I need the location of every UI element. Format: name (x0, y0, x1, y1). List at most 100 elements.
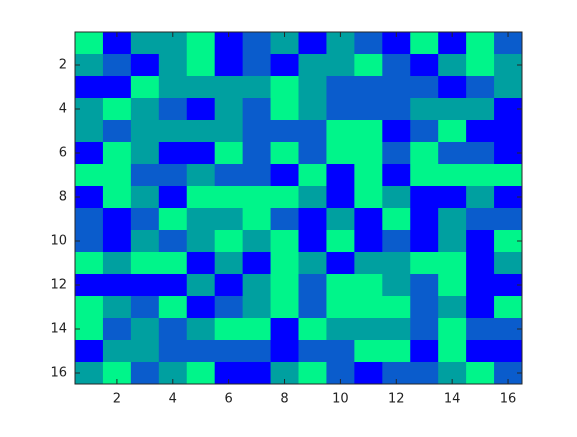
cell (214, 252, 244, 275)
cell (438, 54, 467, 77)
cell (326, 98, 355, 121)
cell (102, 296, 132, 319)
cell (75, 230, 104, 253)
cell (158, 318, 188, 341)
cell (466, 142, 495, 165)
cell (242, 274, 272, 297)
cell (354, 54, 383, 77)
cell (326, 32, 355, 55)
cell (382, 340, 411, 363)
cell (158, 186, 188, 209)
y-tick-label: 14 (50, 322, 67, 337)
cell (298, 318, 327, 341)
cell (102, 208, 132, 231)
cell (494, 208, 523, 231)
cell (242, 296, 272, 319)
cell (354, 252, 383, 275)
cell (102, 274, 132, 297)
cell (186, 318, 216, 341)
cell (158, 208, 188, 231)
cell (382, 296, 411, 319)
cell (130, 296, 160, 319)
cell (382, 120, 411, 143)
cell (326, 76, 355, 99)
cell (354, 340, 383, 363)
cell (242, 230, 272, 253)
cell (270, 164, 299, 187)
cell (438, 32, 467, 55)
cell (75, 362, 104, 385)
cell (438, 340, 467, 363)
cell (438, 164, 467, 187)
x-tick-label: 16 (500, 392, 517, 407)
cell (298, 274, 327, 297)
cell (158, 142, 188, 165)
cell (410, 252, 439, 275)
cell (214, 208, 244, 231)
cell (130, 274, 160, 297)
cell (102, 362, 132, 385)
cell (186, 362, 216, 385)
cell (326, 186, 355, 209)
cell (214, 340, 244, 363)
cell (494, 54, 523, 77)
cell (466, 164, 495, 187)
cell (410, 340, 439, 363)
cell (494, 296, 523, 319)
cell (75, 296, 104, 319)
x-tick-label: 2 (113, 392, 121, 407)
cell (382, 32, 411, 55)
cell (270, 32, 299, 55)
cell (130, 230, 160, 253)
cell (242, 186, 272, 209)
cell (410, 142, 439, 165)
cell (410, 318, 439, 341)
cell (102, 76, 132, 99)
cell (214, 98, 244, 121)
cell (214, 230, 244, 253)
cell (354, 120, 383, 143)
y-tick-label: 4 (59, 102, 67, 117)
cell (298, 208, 327, 231)
cell (186, 230, 216, 253)
cell (130, 164, 160, 187)
cell (438, 230, 467, 253)
cell (270, 296, 299, 319)
cell (382, 230, 411, 253)
cell (298, 120, 327, 143)
y-tick-label: 6 (59, 146, 67, 161)
y-tick-label: 12 (50, 278, 67, 293)
cell (466, 274, 495, 297)
cell (270, 208, 299, 231)
cell (298, 186, 327, 209)
x-tick-label: 14 (444, 392, 461, 407)
cell (410, 186, 439, 209)
cell (214, 362, 244, 385)
cell (494, 186, 523, 209)
cell (354, 76, 383, 99)
cell (130, 362, 160, 385)
cell (242, 98, 272, 121)
cell (382, 186, 411, 209)
cell (466, 230, 495, 253)
cell (158, 296, 188, 319)
cell (438, 186, 467, 209)
cell (298, 296, 327, 319)
cell (410, 164, 439, 187)
cell (410, 54, 439, 77)
cell (326, 208, 355, 231)
cell (130, 186, 160, 209)
cell (382, 76, 411, 99)
cell (354, 186, 383, 209)
cell (410, 274, 439, 297)
cell (382, 274, 411, 297)
cell (354, 142, 383, 165)
cell (186, 296, 216, 319)
cell (270, 252, 299, 275)
cell (494, 340, 523, 363)
cell (242, 120, 272, 143)
cell (75, 32, 104, 55)
cell (354, 274, 383, 297)
x-tick-label: 8 (280, 392, 288, 407)
cell (410, 296, 439, 319)
